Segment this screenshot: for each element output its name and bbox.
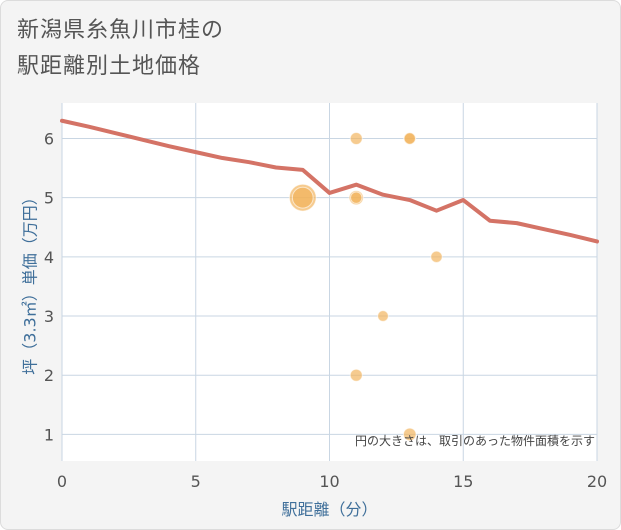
chart-title-line2: 駅距離別土地価格	[17, 54, 202, 79]
y-tick-label: 1	[44, 425, 54, 444]
x-tick-label: 15	[453, 472, 473, 491]
y-tick-label: 5	[44, 189, 54, 208]
bubble-size-note: 円の大きさは、取引のあった物件面積を示す	[355, 433, 595, 448]
x-axis-title: 駅距離（分）	[281, 500, 377, 519]
bubble-point-7	[403, 132, 416, 145]
chart-title-line1: 新潟県糸魚川市桂の	[17, 18, 225, 43]
y-tick-label: 4	[44, 248, 54, 267]
y-tick-label: 3	[44, 307, 54, 326]
bubble-series	[288, 132, 443, 442]
average-price-line	[60, 118, 599, 244]
x-tick-label: 5	[191, 472, 201, 491]
bubble-point-6	[349, 368, 363, 382]
x-tick-labels: 0 5 10 15 20	[57, 472, 607, 491]
bubble-point-1	[291, 186, 314, 209]
grid-lines	[61, 103, 598, 461]
bubble-point-10	[377, 310, 389, 322]
x-tick-label: 0	[57, 472, 67, 491]
chart-title: 新潟県糸魚川市桂の 駅距離別土地価格	[17, 13, 224, 85]
bubble-point-4	[349, 132, 363, 146]
y-tick-label: 2	[44, 366, 54, 385]
bubble-point-8	[350, 191, 363, 204]
bubble-point-3	[402, 427, 417, 442]
x-tick-label: 20	[587, 472, 607, 491]
x-tick-label: 10	[319, 472, 339, 491]
y-tick-labels: 1 2 3 4 5 6	[44, 130, 54, 445]
y-tick-label: 6	[44, 130, 54, 149]
bubble-point-9	[430, 250, 443, 264]
y-axis-title: 坪（3.3㎡）単価（万円）	[21, 189, 40, 374]
